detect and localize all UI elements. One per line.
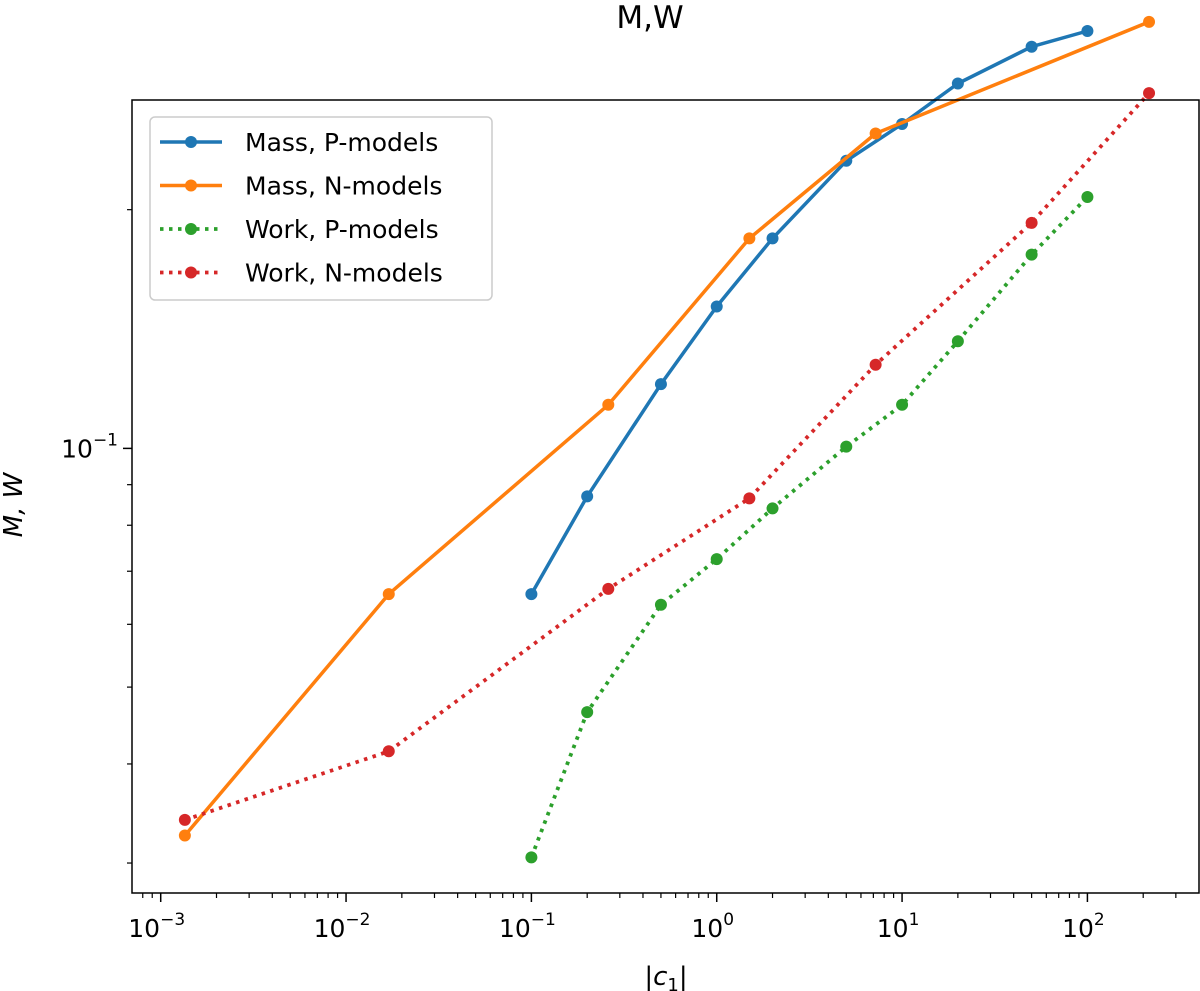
legend-marker-4 [185, 266, 197, 279]
series-4-point [869, 358, 882, 371]
series-3-point [1081, 190, 1094, 203]
series-1-point [654, 378, 667, 391]
x-tick-label: 100 [691, 910, 734, 943]
series-2-point [1143, 15, 1156, 28]
series-1-point [951, 77, 964, 90]
x-tick-label: 101 [877, 910, 920, 943]
series-line-1 [529, 29, 1088, 595]
legend-label-4: Work, N-models [245, 259, 443, 288]
legend-label-2: Mass, N-models [245, 172, 442, 201]
x-tick-label: 10−2 [314, 910, 371, 943]
series-4-point [1025, 216, 1038, 229]
series-2-point [178, 829, 191, 842]
series-4-point [1143, 87, 1156, 100]
series-2-point [869, 127, 882, 140]
series-1-point [1081, 25, 1094, 38]
plot-frame [131, 99, 1200, 894]
series-4-point [382, 745, 395, 758]
legend-label-3: Work, P-models [245, 215, 439, 244]
series-3-point [951, 335, 964, 348]
legend: Mass, P-models Mass, N-models Work, P-mode… [149, 116, 493, 301]
series-1-point [710, 300, 723, 313]
series-3-point [1025, 248, 1038, 261]
series-1-point [1025, 40, 1038, 53]
series-2-point [382, 588, 395, 601]
x-tick-label: 102 [1062, 910, 1105, 943]
x-axis-label: |c1| [644, 962, 687, 991]
series-1-point [766, 232, 779, 245]
series-4-point [178, 813, 191, 826]
series-2-point [602, 398, 615, 411]
series-4-point [602, 582, 615, 595]
axes: 10−3 10−2 10−1 100 101 102 10−1 [61, 209, 1177, 943]
series-3-point [840, 440, 853, 453]
series-3-point [581, 706, 594, 719]
chart-title: M,W [616, 0, 683, 36]
legend-label-1: Mass, P-models [245, 128, 438, 157]
series-1-point [525, 588, 538, 601]
x-tick-label: 10−1 [499, 910, 556, 943]
series-line-2 [183, 20, 1150, 837]
series-1-point [581, 490, 594, 503]
legend-marker-3 [185, 223, 197, 235]
series-3-point [525, 851, 538, 864]
y-axis-label: M, W [0, 471, 29, 537]
series-1-point [840, 154, 853, 167]
legend-marker-2 [185, 179, 197, 192]
legend-marker-1 [185, 136, 197, 148]
series-3-point [710, 553, 723, 566]
x-tick-label: 10−3 [128, 910, 185, 943]
series-3-point [896, 398, 909, 411]
series-line-3 [529, 195, 1089, 858]
legend-box [149, 116, 493, 301]
plot-area [178, 15, 1156, 864]
series-3-point [766, 502, 779, 515]
series-2-point [743, 232, 756, 245]
series-4-point [743, 492, 756, 505]
series-3-point [654, 598, 667, 611]
y-tick-label: 10−1 [61, 430, 118, 463]
